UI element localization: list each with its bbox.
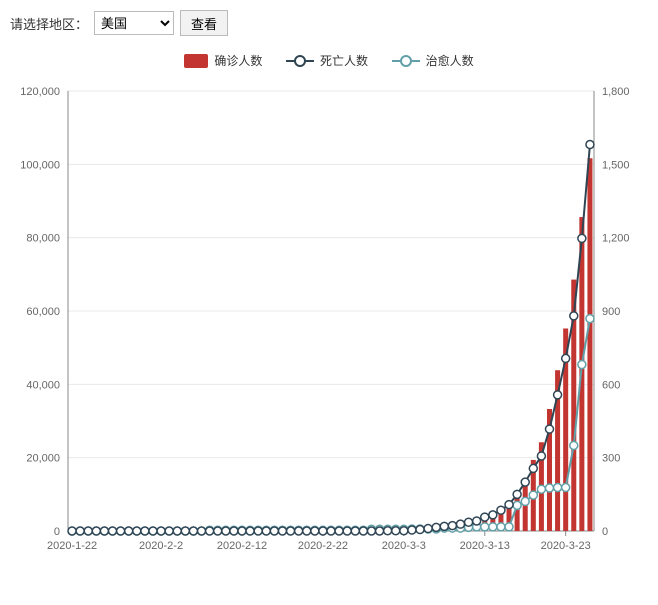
svg-text:2020-3-3: 2020-3-3	[382, 540, 426, 552]
region-controls: 请选择地区： 美国 查看	[10, 10, 648, 36]
legend-confirmed[interactable]: 确诊人数	[184, 52, 262, 69]
legend-recovered[interactable]: 治愈人数	[392, 52, 474, 69]
svg-text:100,000: 100,000	[20, 159, 60, 171]
svg-text:120,000: 120,000	[20, 86, 60, 98]
svg-text:20,000: 20,000	[26, 452, 60, 464]
svg-text:2020-3-13: 2020-3-13	[460, 540, 510, 552]
view-button[interactable]: 查看	[180, 10, 228, 36]
legend-deaths[interactable]: 死亡人数	[286, 52, 368, 69]
svg-text:0: 0	[54, 526, 60, 538]
svg-text:2020-2-2: 2020-2-2	[139, 540, 183, 552]
chart-legend: 确诊人数 死亡人数 治愈人数	[10, 52, 648, 71]
region-select[interactable]: 美国	[94, 11, 174, 35]
legend-deaths-label: 死亡人数	[320, 52, 368, 69]
svg-text:2020-1-22: 2020-1-22	[47, 540, 97, 552]
svg-text:1,200: 1,200	[602, 232, 630, 244]
svg-text:0: 0	[602, 526, 608, 538]
legend-deaths-swatch	[286, 54, 314, 68]
svg-text:300: 300	[602, 452, 620, 464]
legend-confirmed-label: 确诊人数	[214, 52, 262, 69]
svg-text:600: 600	[602, 379, 620, 391]
legend-confirmed-swatch	[184, 54, 208, 68]
covid-chart: 0 20,000 40,000 60,000 80,000 100,000 120,000 0…	[10, 81, 646, 561]
chart-container: 0 20,000 40,000 60,000 80,000 100,000 120,000 0…	[10, 81, 646, 564]
svg-text:80,000: 80,000	[26, 232, 60, 244]
svg-text:60,000: 60,000	[26, 306, 60, 318]
svg-text:900: 900	[602, 306, 620, 318]
svg-text:1,500: 1,500	[602, 159, 630, 171]
svg-text:2020-2-22: 2020-2-22	[298, 540, 348, 552]
region-label: 请选择地区：	[10, 14, 88, 33]
svg-text:2020-3-23: 2020-3-23	[541, 540, 591, 552]
legend-recovered-label: 治愈人数	[426, 52, 474, 69]
svg-text:2020-2-12: 2020-2-12	[217, 540, 267, 552]
legend-recovered-swatch	[392, 54, 420, 68]
svg-text:1,800: 1,800	[602, 86, 630, 98]
svg-text:40,000: 40,000	[26, 379, 60, 391]
